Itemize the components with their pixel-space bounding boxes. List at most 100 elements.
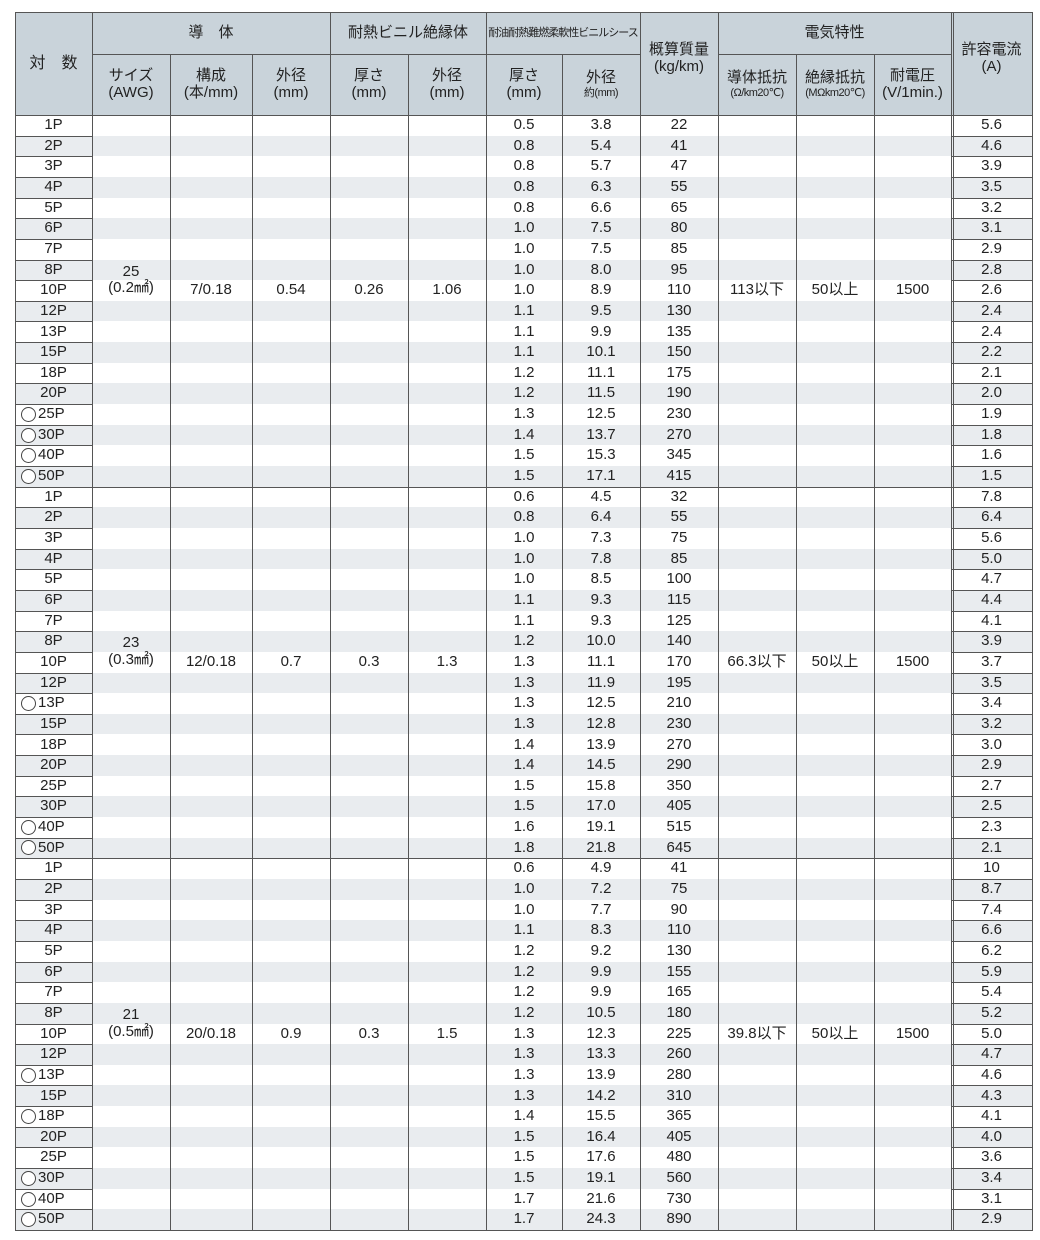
mass-cell: 41 xyxy=(670,136,688,154)
row-divider xyxy=(951,527,1032,529)
row-divider xyxy=(15,755,92,757)
row-divider xyxy=(951,300,1032,302)
sheath-od-cell: 7.2 xyxy=(590,880,612,898)
pairs-cell: 10P xyxy=(15,1024,92,1045)
column-line xyxy=(170,54,171,1231)
mass-cell: 190 xyxy=(666,384,692,402)
row-stripe xyxy=(15,259,1032,281)
pairs-cell: 40P xyxy=(15,1189,92,1210)
pairs-label: 18P xyxy=(38,1107,65,1125)
header-conductor-od-unit: (mm) xyxy=(273,83,309,101)
pairs-cell: 50P xyxy=(15,838,92,859)
insulation-resistance-cell: 50以上 xyxy=(811,652,859,670)
column-line xyxy=(252,54,253,1231)
sheath-thickness-cell: 1.7 xyxy=(513,1210,535,1228)
withstand-voltage-cell: 1500 xyxy=(895,281,930,299)
pairs-cell: 12P xyxy=(15,673,92,694)
sheath-od-cell: 15.3 xyxy=(586,446,616,464)
pairs-cell: 12P xyxy=(15,301,92,322)
sheath-thickness-cell: 1.1 xyxy=(513,921,535,939)
pairs-label: 20P xyxy=(40,384,67,402)
row-stripe xyxy=(15,920,1032,941)
mass-cell: 85 xyxy=(670,239,688,257)
row-divider xyxy=(951,1044,1032,1046)
row-stripe xyxy=(15,713,1032,735)
sheath-thickness-cell: 1.2 xyxy=(513,941,535,959)
conductor-size-area: (0.5㎟) xyxy=(108,1022,154,1040)
pairs-cell: 2P xyxy=(15,507,92,528)
mass-cell: 80 xyxy=(670,219,688,237)
current-cell: 6.2 xyxy=(981,941,1002,959)
sheath-od-cell: 4.5 xyxy=(590,487,612,505)
mass-cell: 730 xyxy=(666,1189,692,1207)
pairs-cell: 50P xyxy=(15,1209,92,1230)
header-insulation-od-unit: (mm) xyxy=(429,83,465,101)
mass-cell: 55 xyxy=(670,508,688,526)
sheath-od-cell: 24.3 xyxy=(586,1210,616,1228)
mass-cell: 270 xyxy=(666,735,692,753)
sheath-od-cell: 21.8 xyxy=(586,838,616,856)
row-divider xyxy=(951,878,1032,880)
sheath-thickness-cell: 1.1 xyxy=(513,301,535,319)
sheath-thickness-cell: 1.1 xyxy=(513,590,535,608)
pairs-cell: 7P xyxy=(15,982,92,1003)
sheath-od-cell: 5.7 xyxy=(590,157,612,175)
sheath-thickness-cell: 1.0 xyxy=(513,549,535,567)
conductor-size-area: (0.3㎟) xyxy=(108,650,154,668)
header-insulation-thickness-label: 厚さ xyxy=(353,67,384,84)
sheath-thickness-cell: 1.0 xyxy=(513,570,535,588)
circle-mark-icon xyxy=(21,406,36,422)
pairs-cell: 1P xyxy=(15,115,92,136)
mass-cell: 95 xyxy=(670,260,688,278)
pairs-label: 8P xyxy=(44,632,63,650)
row-divider xyxy=(15,280,92,282)
current-cell: 2.5 xyxy=(981,797,1002,815)
pairs-cell: 40P xyxy=(15,445,92,466)
group-divider xyxy=(15,858,1032,860)
pairs-cell: 2P xyxy=(15,879,92,900)
current-cell: 3.2 xyxy=(981,714,1002,732)
table-border-top xyxy=(15,12,1032,13)
current-cell: 1.8 xyxy=(981,425,1002,443)
pairs-label: 7P xyxy=(44,239,63,257)
sheath-thickness-cell: 0.8 xyxy=(513,198,535,216)
row-divider xyxy=(951,1023,1032,1025)
pairs-label: 15P xyxy=(40,343,67,361)
pairs-label: 8P xyxy=(44,260,63,278)
sheath-thickness-cell: 0.5 xyxy=(513,116,535,134)
mass-cell: 405 xyxy=(666,797,692,815)
row-divider xyxy=(951,1106,1032,1108)
pairs-cell: 15P xyxy=(15,714,92,735)
row-divider xyxy=(951,631,1032,633)
pairs-label: 13P xyxy=(40,322,67,340)
header-insulation-od-label: 外径 xyxy=(431,67,462,84)
column-line xyxy=(562,54,563,1231)
sheath-thickness-cell: 1.5 xyxy=(513,1169,535,1187)
row-divider xyxy=(15,404,92,406)
pairs-label: 10P xyxy=(40,1024,67,1042)
row-divider xyxy=(15,693,92,695)
current-cell: 2.6 xyxy=(981,281,1002,299)
current-cell: 2.1 xyxy=(981,838,1002,856)
row-divider xyxy=(15,631,92,633)
header-sheath: 耐油耐熱難燃柔軟性ビニルシース xyxy=(488,26,638,39)
header-conductor-size: サイズ (AWG) xyxy=(92,54,170,115)
sheath-thickness-cell: 1.0 xyxy=(513,880,535,898)
circle-mark-icon xyxy=(21,1170,36,1186)
column-line xyxy=(408,54,409,1231)
row-divider xyxy=(15,569,92,571)
sheath-thickness-cell: 1.3 xyxy=(513,405,535,423)
pairs-label: 25P xyxy=(40,1148,67,1166)
header-conductor-construction-unit: (本/mm) xyxy=(183,83,239,101)
header-resistance-label: 導体抵抗 xyxy=(726,69,787,87)
pairs-cell: 7P xyxy=(15,239,92,260)
row-divider xyxy=(15,321,92,323)
current-cell: 3.9 xyxy=(981,632,1002,650)
pairs-label: 7P xyxy=(44,983,63,1001)
header-pairs: 対 数 xyxy=(29,54,78,72)
pairs-cell: 2P xyxy=(15,136,92,157)
row-divider xyxy=(15,589,92,591)
sheath-od-cell: 21.6 xyxy=(586,1189,616,1207)
sheath-od-cell: 11.9 xyxy=(586,673,616,691)
mass-cell: 195 xyxy=(666,673,692,691)
